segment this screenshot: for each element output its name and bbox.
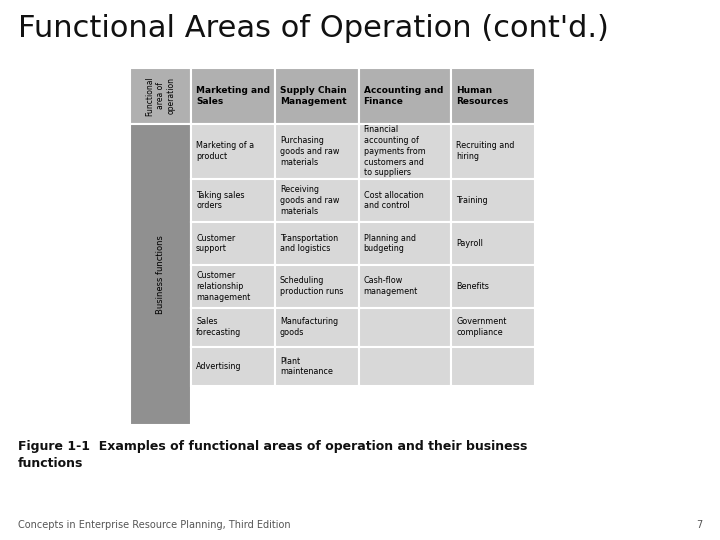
Text: Payroll: Payroll bbox=[456, 239, 483, 248]
Bar bbox=[191, 68, 275, 124]
Text: Advertising: Advertising bbox=[196, 362, 242, 371]
Bar bbox=[130, 124, 191, 425]
Bar bbox=[451, 347, 535, 386]
Text: Planning and
budgeting: Planning and budgeting bbox=[364, 234, 415, 253]
Bar bbox=[275, 222, 359, 265]
Text: Cash-flow
management: Cash-flow management bbox=[364, 276, 418, 296]
Bar bbox=[191, 179, 275, 222]
Text: Training: Training bbox=[456, 196, 488, 205]
Text: Concepts in Enterprise Resource Planning, Third Edition: Concepts in Enterprise Resource Planning… bbox=[18, 520, 291, 530]
Text: Benefits: Benefits bbox=[456, 282, 489, 291]
Text: Supply Chain
Management: Supply Chain Management bbox=[280, 86, 346, 106]
Text: Human
Resources: Human Resources bbox=[456, 86, 508, 106]
Bar bbox=[451, 308, 535, 347]
Bar bbox=[275, 308, 359, 347]
Bar bbox=[191, 222, 275, 265]
Text: Figure 1-1  Examples of functional areas of operation and their business
functio: Figure 1-1 Examples of functional areas … bbox=[18, 440, 527, 470]
Bar bbox=[359, 124, 451, 179]
Bar bbox=[191, 124, 275, 179]
Bar bbox=[451, 265, 535, 308]
Text: Recruiting and
hiring: Recruiting and hiring bbox=[456, 141, 515, 161]
Bar bbox=[275, 179, 359, 222]
Text: Business functions: Business functions bbox=[156, 235, 165, 314]
Bar bbox=[359, 68, 451, 124]
Bar bbox=[451, 124, 535, 179]
Text: Scheduling
production runs: Scheduling production runs bbox=[280, 276, 343, 296]
Bar bbox=[359, 347, 451, 386]
Bar bbox=[275, 265, 359, 308]
Text: Sales
forecasting: Sales forecasting bbox=[196, 318, 241, 337]
Bar bbox=[130, 68, 191, 124]
Bar bbox=[275, 347, 359, 386]
Text: Cost allocation
and control: Cost allocation and control bbox=[364, 191, 423, 211]
Bar bbox=[275, 124, 359, 179]
Text: Government
compliance: Government compliance bbox=[456, 318, 507, 337]
Text: Functional Areas of Operation (cont'd.): Functional Areas of Operation (cont'd.) bbox=[18, 14, 609, 43]
Bar bbox=[275, 68, 359, 124]
Text: Receiving
goods and raw
materials: Receiving goods and raw materials bbox=[280, 185, 339, 216]
Text: Marketing of a
product: Marketing of a product bbox=[196, 141, 254, 161]
Bar bbox=[359, 308, 451, 347]
Bar bbox=[359, 222, 451, 265]
Text: Functional
area of
operation: Functional area of operation bbox=[145, 76, 176, 116]
Bar bbox=[191, 308, 275, 347]
Bar bbox=[451, 222, 535, 265]
Text: Plant
maintenance: Plant maintenance bbox=[280, 356, 333, 376]
Bar bbox=[451, 68, 535, 124]
Text: Taking sales
orders: Taking sales orders bbox=[196, 191, 245, 211]
Text: Transportation
and logistics: Transportation and logistics bbox=[280, 234, 338, 253]
Text: Manufacturing
goods: Manufacturing goods bbox=[280, 318, 338, 337]
Text: Marketing and
Sales: Marketing and Sales bbox=[196, 86, 270, 106]
Text: Accounting and
Finance: Accounting and Finance bbox=[364, 86, 443, 106]
Bar bbox=[191, 347, 275, 386]
Bar bbox=[451, 179, 535, 222]
Bar bbox=[359, 265, 451, 308]
Bar bbox=[359, 179, 451, 222]
Text: Customer
relationship
management: Customer relationship management bbox=[196, 271, 251, 301]
Bar bbox=[191, 265, 275, 308]
Text: 7: 7 bbox=[696, 520, 702, 530]
Text: Customer
support: Customer support bbox=[196, 234, 235, 253]
Text: Financial
accounting of
payments from
customers and
to suppliers: Financial accounting of payments from cu… bbox=[364, 125, 426, 177]
Text: Purchasing
goods and raw
materials: Purchasing goods and raw materials bbox=[280, 136, 339, 166]
